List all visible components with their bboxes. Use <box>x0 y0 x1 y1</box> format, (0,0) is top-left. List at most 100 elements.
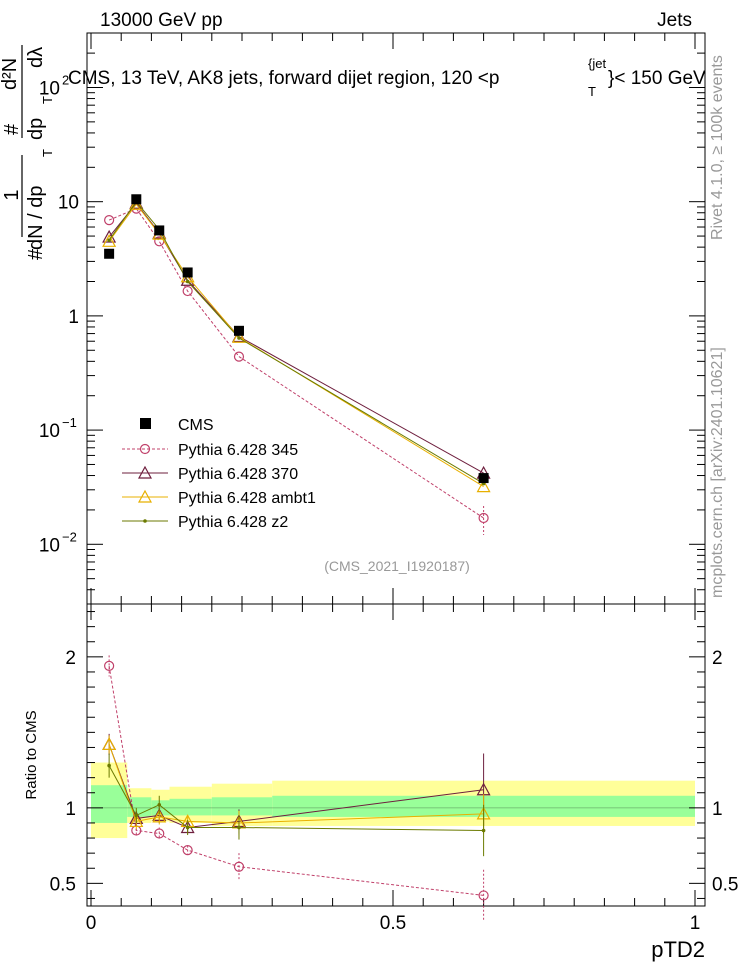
main-series-layer <box>102 195 491 535</box>
ratio-band-green-4 <box>211 797 273 816</box>
ratio-series-line-2 <box>108 744 484 824</box>
header-process: 13000 GeV pp <box>100 10 223 31</box>
main-y-tick-base: 10 <box>39 421 60 442</box>
cms-data-point-1 <box>131 194 142 205</box>
main-series-point-2-4 <box>231 330 246 343</box>
header-category: Jets <box>657 10 692 31</box>
x-axis-label: pTD2 <box>651 937 705 962</box>
legend-label-series-1: Pythia 6.428 370 <box>178 466 298 483</box>
ylabel-den-1-sub: T <box>40 149 55 157</box>
ratio-series-point-3-4 <box>237 825 241 830</box>
ratio-y-tick-label-right-1: 1 <box>712 799 723 820</box>
ratio-series-point-0-2 <box>154 828 165 839</box>
x-tick-label-0: 0 <box>86 913 97 934</box>
ratio-axis-ticks: 0.5 0.5 1 1 2 2 0 0.5 1 <box>50 604 738 934</box>
ylabel-den-2: dp <box>25 118 47 140</box>
ratio-y-tick-label-left-0: 0.5 <box>50 874 76 895</box>
legend-marker-series-0 <box>139 443 151 455</box>
main-series-point-0-4 <box>233 351 245 362</box>
main-series-point-3-4 <box>237 336 241 340</box>
cms-data-point-5 <box>478 473 489 484</box>
title-tail: }< 150 GeV <box>608 68 706 89</box>
ratio-series-point-0-4 <box>233 861 245 872</box>
main-y-tick-label-1: 10 −1 <box>39 415 77 442</box>
ratio-series-point-2-2 <box>152 809 167 823</box>
main-y-tick-exponent: −2 <box>62 529 77 544</box>
legend-label-cms: CMS <box>178 417 214 434</box>
chart-title: CMS, 13 TeV, AK8 jets, forward dijet reg… <box>68 56 706 99</box>
x-tick-label-2: 1 <box>690 913 701 934</box>
main-series-point-2-0 <box>102 234 117 247</box>
ratio-frame <box>86 603 706 907</box>
main-y-tick-base: 10 <box>58 193 79 214</box>
cms-data-point-2 <box>154 225 165 236</box>
ylabel-den-2-lambda: dλ <box>25 47 47 68</box>
legend-marker-series-2 <box>137 489 153 503</box>
main-series-point-0-3 <box>182 285 193 297</box>
main-series-line-3 <box>108 200 484 485</box>
ratio-series-line-0 <box>108 665 484 896</box>
ratio-series-point-3-0 <box>107 763 111 768</box>
ylabel-hash-1: # <box>25 248 47 260</box>
ratio-series-point-3-3 <box>185 825 190 830</box>
ratio-y-tick-label-right-0: 0.5 <box>712 874 738 895</box>
ratio-y-tick-label-right-2: 2 <box>712 648 723 669</box>
main-y-tick-exponent: 2 <box>62 72 69 87</box>
legend-label-series-2: Pythia 6.428 ambt1 <box>178 490 316 507</box>
legend-marker-series-3 <box>143 519 147 523</box>
ratio-series-point-2-0 <box>102 737 117 751</box>
ylabel-num-1: 1 <box>1 189 23 200</box>
rivet-version-label: Rivet 4.1.0, ≥ 100k events <box>709 55 726 240</box>
main-series-point-0-0 <box>104 214 115 226</box>
main-y-tick-base: 10 <box>39 535 60 556</box>
main-series-point-0-5 <box>478 512 489 524</box>
main-y-tick-label-3: 10 <box>58 193 79 214</box>
ylabel-hash-2: # <box>1 123 23 135</box>
mcplots-source-label: mcplots.cern.ch [arXiv:2401.10621] <box>709 347 726 598</box>
legend-series-markers <box>122 443 168 523</box>
main-y-tick-label-2: 1 <box>68 307 79 328</box>
ratio-band-green-2 <box>151 800 170 816</box>
cms-data-point-3 <box>182 267 193 278</box>
main-y-tick-exponent: −1 <box>62 415 77 430</box>
ratio-series-point-3-2 <box>157 803 162 807</box>
main-series-point-2-5 <box>476 479 491 493</box>
main-series-point-3-3 <box>185 279 190 284</box>
main-y-tick-base: 10 <box>39 78 60 99</box>
cms-data-point-4 <box>233 325 244 336</box>
title-superscript: {jet <box>588 56 606 71</box>
main-series-point-3-0 <box>107 238 111 243</box>
ratio-series-layer <box>102 655 491 922</box>
legend-label-series-0: Pythia 6.428 345 <box>178 442 298 459</box>
ratio-band-green-3 <box>169 798 212 816</box>
ratio-y-tick-label-left-2: 2 <box>65 648 76 669</box>
main-y-tick-label-4: 10 2 <box>39 72 69 99</box>
title-main: CMS, 13 TeV, AK8 jets, forward dijet reg… <box>68 68 499 89</box>
ylabel-den-1: dN / dp <box>25 186 47 250</box>
legend: CMS Pythia 6.428 345 Pythia 6.428 370 Py… <box>122 417 316 531</box>
main-y-tick-base: 1 <box>68 307 79 328</box>
ratio-series-line-3 <box>108 765 484 831</box>
main-y-tick-label-0: 10 −2 <box>39 529 77 556</box>
ylabel-num-2: d²N <box>0 58 21 90</box>
cms-data-markers <box>104 194 489 484</box>
ratio-series-point-0-5 <box>478 890 489 901</box>
main-y-axis-label: 1 dN / dp T # d²N dp T dλ # <box>0 45 55 260</box>
cms-data-point-0 <box>104 248 115 259</box>
ratio-series-point-0-0 <box>104 660 115 672</box>
legend-marker-series-1 <box>137 465 153 479</box>
legend-marker-cms <box>140 418 151 429</box>
ratio-series-point-3-5 <box>481 828 486 833</box>
ratio-panel: 0.5 0.5 1 1 2 2 0 0.5 1 Ratio to CMS <box>23 603 738 934</box>
ylabel-den-2-sub: T <box>40 96 55 104</box>
ratio-y-axis-label: Ratio to CMS <box>23 710 40 799</box>
ratio-series-point-0-3 <box>182 845 193 856</box>
ratio-series-point-3-1 <box>134 813 139 818</box>
title-subscript: T <box>588 84 596 99</box>
ratio-y-tick-label-left-1: 1 <box>65 799 76 820</box>
analysis-tag: (CMS_2021_I1920187) <box>324 558 470 574</box>
x-tick-label-1: 0.5 <box>380 913 406 934</box>
